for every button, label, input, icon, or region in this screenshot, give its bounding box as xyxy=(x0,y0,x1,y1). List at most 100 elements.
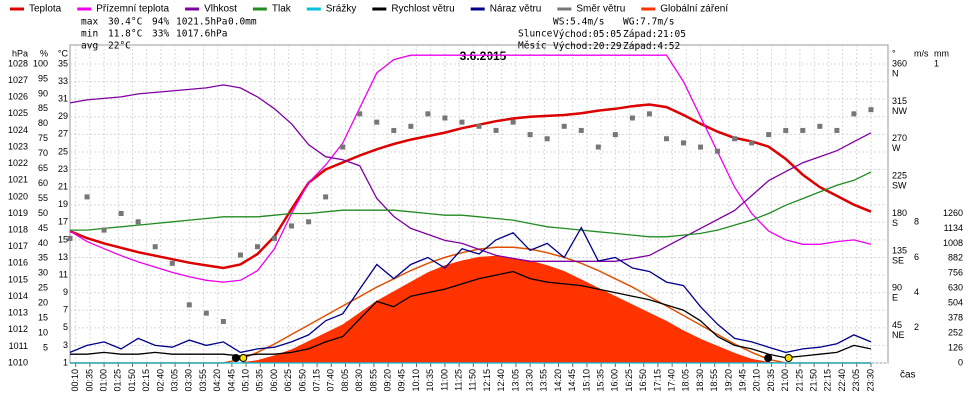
direction-point xyxy=(561,123,567,129)
y-tick-label: 11 xyxy=(59,269,68,279)
y-tick-label: 21 xyxy=(58,181,68,191)
legend-label: Globální záření xyxy=(660,4,728,15)
x-tick-label: 18:55 xyxy=(709,369,719,392)
direction-point xyxy=(663,136,669,142)
x-tick-label: 20:35 xyxy=(766,369,776,392)
y-tick-label: 756 xyxy=(948,268,963,278)
x-tick-label: 02:15 xyxy=(141,369,151,392)
direction-point xyxy=(374,119,380,125)
axis-unit: mm xyxy=(934,48,949,58)
y-tick-label: 1012 xyxy=(8,324,28,334)
y-tick-label: 85 xyxy=(38,103,48,113)
y-tick-label: 80 xyxy=(38,118,48,128)
sun-set: Západ:21:05 xyxy=(623,29,686,40)
y-tick-label: 100 xyxy=(33,58,48,68)
direction-point xyxy=(459,119,465,125)
direction-point xyxy=(493,127,499,133)
chart-title: 3.6.2015 xyxy=(460,49,507,63)
direction-point xyxy=(629,115,635,121)
moon-rise-label: Východ: xyxy=(553,41,593,52)
sun-set-time: 21:05 xyxy=(657,29,686,40)
y-tick-label: 7 xyxy=(63,305,68,315)
x-tick-label: 17:15 xyxy=(652,369,662,392)
x-tick-label: 12:15 xyxy=(482,369,492,392)
sun-set-label: Západ: xyxy=(623,29,657,40)
direction-point xyxy=(306,219,312,225)
y-tick-label: 31 xyxy=(58,94,68,104)
x-tick-label: 20:10 xyxy=(752,369,762,392)
series-line xyxy=(70,270,872,359)
x-tick-label: 03:30 xyxy=(184,369,194,392)
stat-value: 30.4°C xyxy=(108,17,142,28)
y-tick-label: 1134 xyxy=(944,223,963,233)
direction-point xyxy=(510,119,516,125)
stat-label: max xyxy=(81,17,98,28)
y-tick-label: 40 xyxy=(38,238,48,248)
axis-unit: °C xyxy=(58,48,69,58)
y-tick-label: 15 xyxy=(38,313,48,323)
stat-value: 1017.6hPa xyxy=(176,29,227,40)
y-tick-label: 55 xyxy=(38,193,48,203)
y-tick-label: 225 xyxy=(892,171,907,181)
y-tick-label: 5 xyxy=(63,322,68,332)
direction-point xyxy=(681,140,686,146)
y-tick-label: 45 xyxy=(892,320,902,330)
moon-label: Měsíc xyxy=(518,41,547,52)
y-tick-label: 1 xyxy=(934,58,939,68)
stat-value: 33% xyxy=(152,29,169,40)
x-tick-label: 18:30 xyxy=(695,369,705,392)
series-line xyxy=(69,84,872,262)
x-tick-label: 23:30 xyxy=(865,369,875,392)
y-tick-label: 270 xyxy=(892,133,907,143)
sun-rise-time: 05:05 xyxy=(593,29,622,40)
x-tick-label: 12:40 xyxy=(496,369,506,392)
x-tick-label: 09:20 xyxy=(382,369,392,392)
direction-point xyxy=(527,132,533,138)
y-tick-label: 5 xyxy=(43,342,48,352)
y-tick-label: 504 xyxy=(948,298,963,308)
compass-label: NW xyxy=(892,106,907,116)
x-tick-label: 10:10 xyxy=(411,369,421,392)
direction-point xyxy=(67,235,73,241)
y-tick-label: 1018 xyxy=(8,224,28,234)
legend-label: Teplota xyxy=(29,4,62,15)
wind-stat: WG:7.7m/s xyxy=(623,17,674,28)
y-tick-label: 70 xyxy=(38,148,48,158)
y-tick-label: 8 xyxy=(914,217,919,227)
x-tick-label: 21:00 xyxy=(780,369,790,392)
legend-label: Náraz větru xyxy=(490,4,542,15)
wind-stat: WS:5.4m/s xyxy=(553,17,604,28)
x-tick-label: 00:35 xyxy=(84,369,94,392)
stat-value: 11.8°C xyxy=(108,29,142,40)
direction-point xyxy=(101,227,107,233)
sun-label: Slunce xyxy=(518,29,553,40)
x-tick-label: 08:30 xyxy=(354,369,364,392)
direction-point xyxy=(84,194,90,200)
legend-label: Srážky xyxy=(326,4,357,15)
x-tick-label: 19:45 xyxy=(738,369,748,392)
direction-point xyxy=(289,223,295,229)
y-tick-label: 1 xyxy=(63,357,68,367)
moon-rise: Východ:20:29 xyxy=(553,41,622,52)
direction-point xyxy=(476,123,482,129)
y-tick-label: 1016 xyxy=(8,258,28,268)
direction-point xyxy=(169,260,175,266)
direction-point xyxy=(425,111,431,117)
series-line xyxy=(69,54,872,283)
direction-point xyxy=(152,244,158,250)
x-tick-label: 03:05 xyxy=(169,369,179,392)
y-tick-label: 17 xyxy=(58,217,68,227)
x-tick-label: 16:00 xyxy=(610,369,620,392)
direction-point xyxy=(323,194,329,200)
x-tick-label: 07:15 xyxy=(311,369,321,392)
direction-point xyxy=(595,144,601,150)
y-tick-label: 3 xyxy=(63,340,68,350)
y-tick-label: 60 xyxy=(38,178,48,188)
legend-label: Tlak xyxy=(272,4,292,15)
x-tick-label: 04:45 xyxy=(226,369,236,392)
direction-point xyxy=(237,252,243,258)
y-tick-label: 90 xyxy=(38,88,48,98)
legend-label: Rychlost větru xyxy=(391,4,454,15)
direction-point xyxy=(135,219,141,225)
